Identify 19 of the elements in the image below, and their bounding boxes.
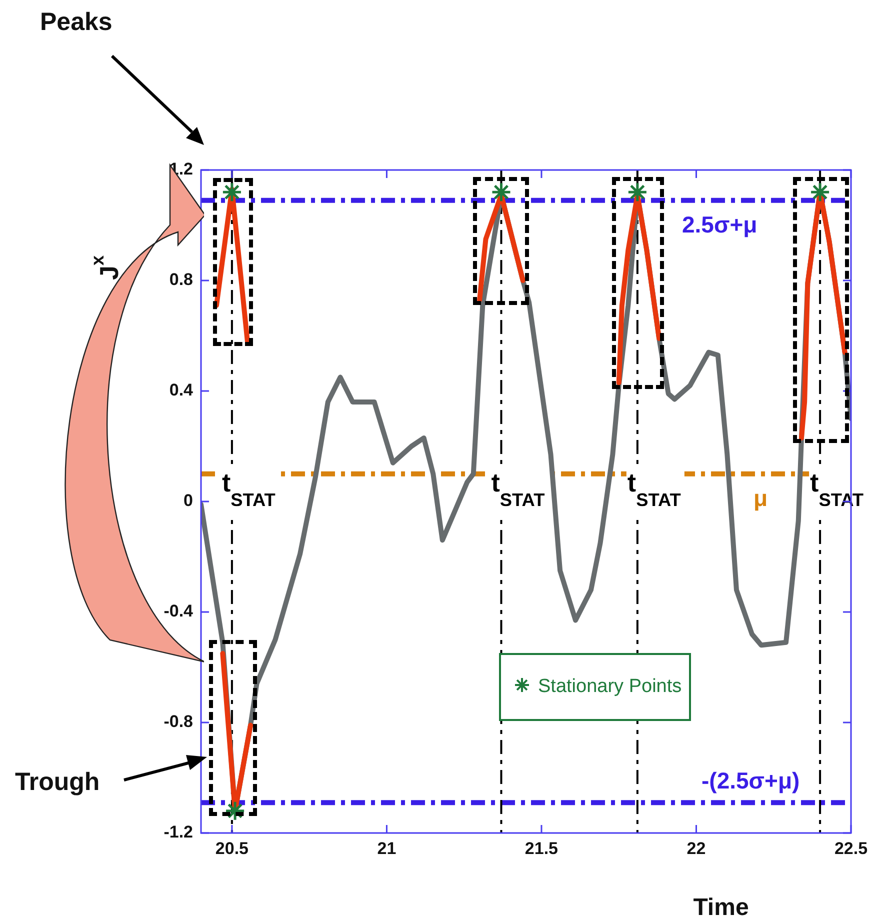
x-tick-label: 22.5 [834,838,868,858]
x-tick-label: 20.5 [215,838,248,858]
text: Peaks [40,8,112,36]
x-tick-label: 21 [377,838,396,858]
x-tick-label: 22 [686,838,706,858]
y-tick-label: 0 [184,491,193,510]
y-tick-label: -1.2 [164,822,193,842]
text: Trough [15,768,100,796]
ref-line-label: 2.5σ+μ [682,211,758,238]
y-tick-label: -0.4 [164,602,194,621]
y-tick-label: 0.8 [169,270,193,290]
x-tick-label: 21.5 [524,838,558,858]
ref-line-label: μ [754,484,768,511]
y-axis-title: Jx [88,255,124,280]
y-tick-label: -0.8 [164,712,193,732]
ref-line-label: -(2.5σ+μ) [702,768,800,794]
x-axis-title: Time [693,894,749,921]
legend-label: Stationary Points [538,676,682,698]
y-tick-label: 0.4 [169,380,194,400]
